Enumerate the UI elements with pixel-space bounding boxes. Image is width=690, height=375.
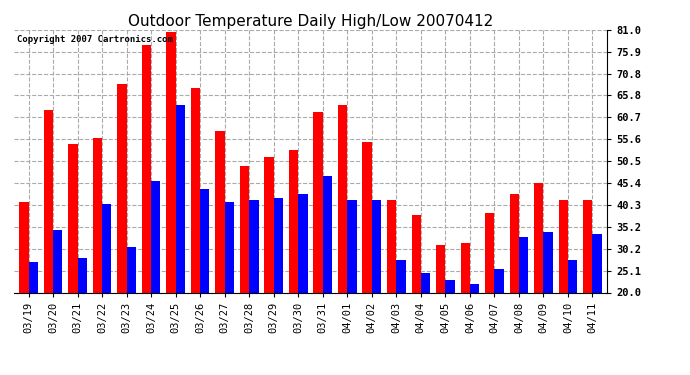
Bar: [568, 260, 578, 292]
Bar: [411, 215, 421, 292]
Bar: [387, 200, 396, 292]
Bar: [126, 248, 136, 292]
Bar: [19, 202, 28, 292]
Bar: [151, 181, 161, 292]
Bar: [460, 243, 470, 292]
Bar: [544, 232, 553, 292]
Bar: [534, 183, 544, 292]
Bar: [117, 84, 126, 292]
Bar: [176, 105, 185, 292]
Bar: [289, 150, 298, 292]
Bar: [510, 194, 519, 292]
Bar: [264, 157, 274, 292]
Bar: [68, 144, 77, 292]
Bar: [495, 269, 504, 292]
Bar: [240, 165, 249, 292]
Bar: [421, 273, 430, 292]
Bar: [200, 189, 210, 292]
Bar: [77, 258, 87, 292]
Bar: [583, 200, 593, 292]
Bar: [166, 32, 176, 292]
Bar: [338, 105, 347, 292]
Bar: [323, 176, 332, 292]
Bar: [102, 204, 111, 292]
Bar: [485, 213, 495, 292]
Bar: [362, 142, 372, 292]
Bar: [249, 200, 259, 292]
Bar: [436, 245, 445, 292]
Bar: [191, 88, 200, 292]
Text: Copyright 2007 Cartronics.com: Copyright 2007 Cartronics.com: [17, 35, 172, 44]
Bar: [396, 260, 406, 292]
Bar: [92, 138, 102, 292]
Bar: [43, 110, 53, 292]
Bar: [142, 45, 151, 292]
Bar: [53, 230, 62, 292]
Bar: [215, 131, 225, 292]
Bar: [372, 200, 381, 292]
Bar: [519, 237, 529, 292]
Bar: [274, 198, 283, 292]
Bar: [347, 200, 357, 292]
Bar: [28, 262, 38, 292]
Bar: [593, 234, 602, 292]
Bar: [470, 284, 479, 292]
Bar: [298, 194, 308, 292]
Bar: [313, 112, 323, 292]
Bar: [225, 202, 234, 292]
Bar: [445, 280, 455, 292]
Title: Outdoor Temperature Daily High/Low 20070412: Outdoor Temperature Daily High/Low 20070…: [128, 14, 493, 29]
Bar: [559, 200, 568, 292]
